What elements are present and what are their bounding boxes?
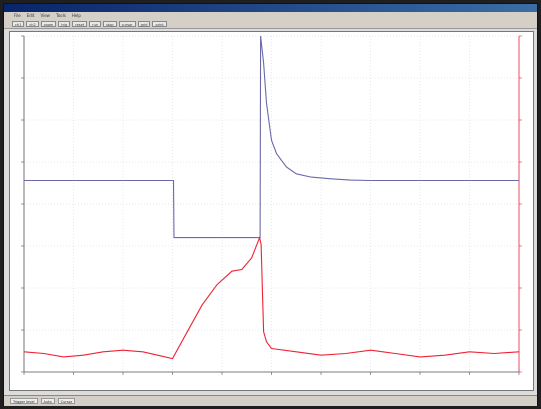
toolbar: ch1 ch2 zoom trig reset run stop cursor … — [4, 19, 537, 29]
status-bar: Trigger level Auto Cursor — [4, 395, 537, 406]
app-window: File Edit View Tools Help ch1 ch2 zoom t… — [3, 3, 538, 406]
toolbar-button-reset[interactable]: reset — [72, 20, 88, 27]
menu-bar: File Edit View Tools Help — [4, 12, 537, 19]
toolbar-button-trig[interactable]: trig — [58, 20, 71, 27]
status-mode: Auto — [40, 398, 55, 404]
toolbar-button-grid[interactable]: grid — [137, 20, 151, 27]
status-cursor: Cursor — [57, 398, 76, 404]
menu-view[interactable]: View — [40, 13, 50, 18]
chart-area[interactable] — [9, 31, 534, 391]
series-line-2 — [23, 235, 520, 360]
toolbar-button-ch1[interactable]: ch1 — [12, 20, 25, 27]
toolbar-button-stop[interactable]: stop — [103, 20, 117, 27]
menu-file[interactable]: File — [14, 13, 21, 18]
menu-tools[interactable]: Tools — [55, 13, 66, 18]
toolbar-button-run[interactable]: run — [89, 20, 102, 27]
toolbar-button-cursor[interactable]: cursor — [118, 20, 136, 27]
series-line-1 — [24, 35, 519, 239]
toolbar-button-zoom[interactable]: zoom — [40, 20, 57, 27]
menu-edit[interactable]: Edit — [26, 13, 35, 18]
title-bar — [4, 4, 537, 12]
status-trigger: Trigger level — [10, 398, 38, 404]
menu-help[interactable]: Help — [71, 13, 81, 18]
toolbar-button-ch2[interactable]: ch2 — [26, 20, 39, 27]
chart-svg — [21, 35, 522, 375]
toolbar-button-print[interactable]: print — [152, 20, 167, 27]
